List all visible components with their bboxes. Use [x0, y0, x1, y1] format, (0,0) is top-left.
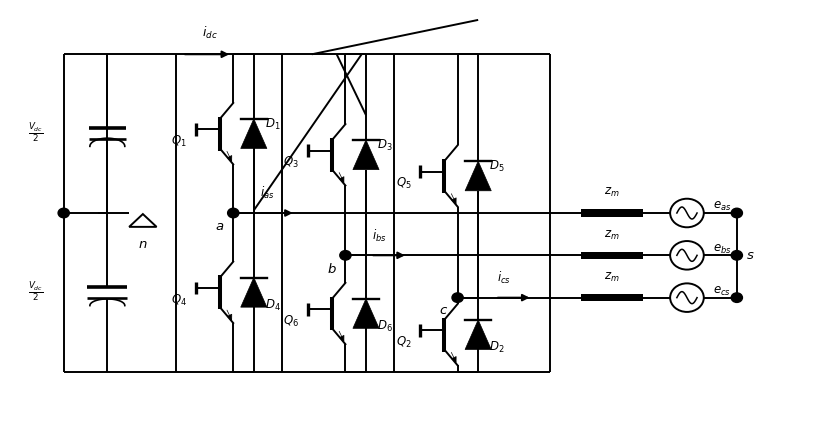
- Circle shape: [452, 293, 463, 302]
- Text: $D_4$: $D_4$: [264, 298, 280, 313]
- Polygon shape: [465, 161, 491, 191]
- Text: $D_2$: $D_2$: [489, 340, 505, 355]
- Text: $Q_5$: $Q_5$: [395, 176, 411, 191]
- Polygon shape: [241, 119, 267, 148]
- Circle shape: [731, 250, 742, 260]
- Polygon shape: [353, 299, 379, 328]
- Circle shape: [731, 208, 742, 218]
- Polygon shape: [353, 140, 379, 170]
- Text: $D_1$: $D_1$: [265, 117, 280, 132]
- Text: $z_m$: $z_m$: [604, 228, 620, 242]
- Text: $i_{as}$: $i_{as}$: [260, 185, 275, 201]
- Text: $D_3$: $D_3$: [377, 138, 393, 153]
- Text: $z_m$: $z_m$: [604, 271, 620, 284]
- Text: $c$: $c$: [439, 304, 449, 317]
- Text: $i_{cs}$: $i_{cs}$: [498, 270, 511, 286]
- Circle shape: [228, 208, 239, 218]
- Text: $D_6$: $D_6$: [376, 319, 393, 334]
- Polygon shape: [241, 278, 267, 307]
- Text: $i_{dc}$: $i_{dc}$: [202, 25, 218, 41]
- Bar: [581, 209, 643, 217]
- Text: $s$: $s$: [746, 249, 754, 262]
- Text: $b$: $b$: [327, 262, 337, 276]
- Text: $D_5$: $D_5$: [489, 159, 505, 174]
- Text: $e_{bs}$: $e_{bs}$: [713, 242, 732, 256]
- Circle shape: [340, 250, 351, 260]
- Text: $\frac{V_{dc}}{2}$: $\frac{V_{dc}}{2}$: [28, 122, 43, 145]
- Text: $e_{cs}$: $e_{cs}$: [713, 285, 731, 298]
- Polygon shape: [465, 320, 491, 349]
- Text: $Q_1$: $Q_1$: [172, 134, 187, 149]
- Circle shape: [731, 293, 742, 302]
- Bar: [581, 294, 643, 301]
- Text: $e_{as}$: $e_{as}$: [713, 200, 732, 213]
- Text: $Q_3$: $Q_3$: [283, 155, 299, 170]
- Text: $Q_6$: $Q_6$: [283, 314, 299, 329]
- Text: $a$: $a$: [215, 220, 224, 233]
- Text: $Q_2$: $Q_2$: [396, 335, 411, 350]
- Circle shape: [58, 208, 69, 218]
- Text: $\frac{V_{dc}}{2}$: $\frac{V_{dc}}{2}$: [28, 281, 43, 304]
- Text: $i_{bs}$: $i_{bs}$: [372, 227, 387, 244]
- Bar: [581, 252, 643, 259]
- Text: $n$: $n$: [138, 238, 148, 251]
- Text: $Q_4$: $Q_4$: [171, 293, 187, 308]
- Text: $z_m$: $z_m$: [604, 186, 620, 199]
